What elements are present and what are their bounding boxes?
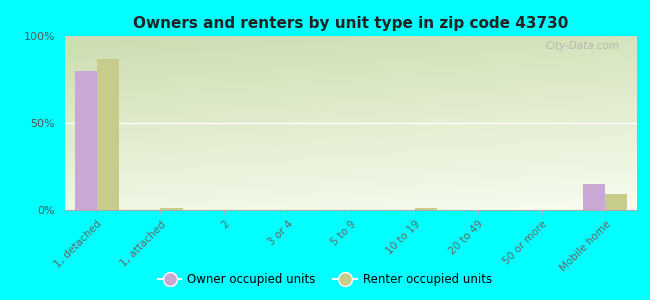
Bar xyxy=(97,58,119,210)
Bar xyxy=(75,71,97,210)
Bar xyxy=(605,194,627,210)
Bar xyxy=(583,184,605,210)
Bar xyxy=(161,208,183,210)
Text: City-Data.com: City-Data.com xyxy=(546,41,620,51)
Bar xyxy=(415,208,437,210)
Legend: Owner occupied units, Renter occupied units: Owner occupied units, Renter occupied un… xyxy=(153,269,497,291)
Title: Owners and renters by unit type in zip code 43730: Owners and renters by unit type in zip c… xyxy=(133,16,569,31)
